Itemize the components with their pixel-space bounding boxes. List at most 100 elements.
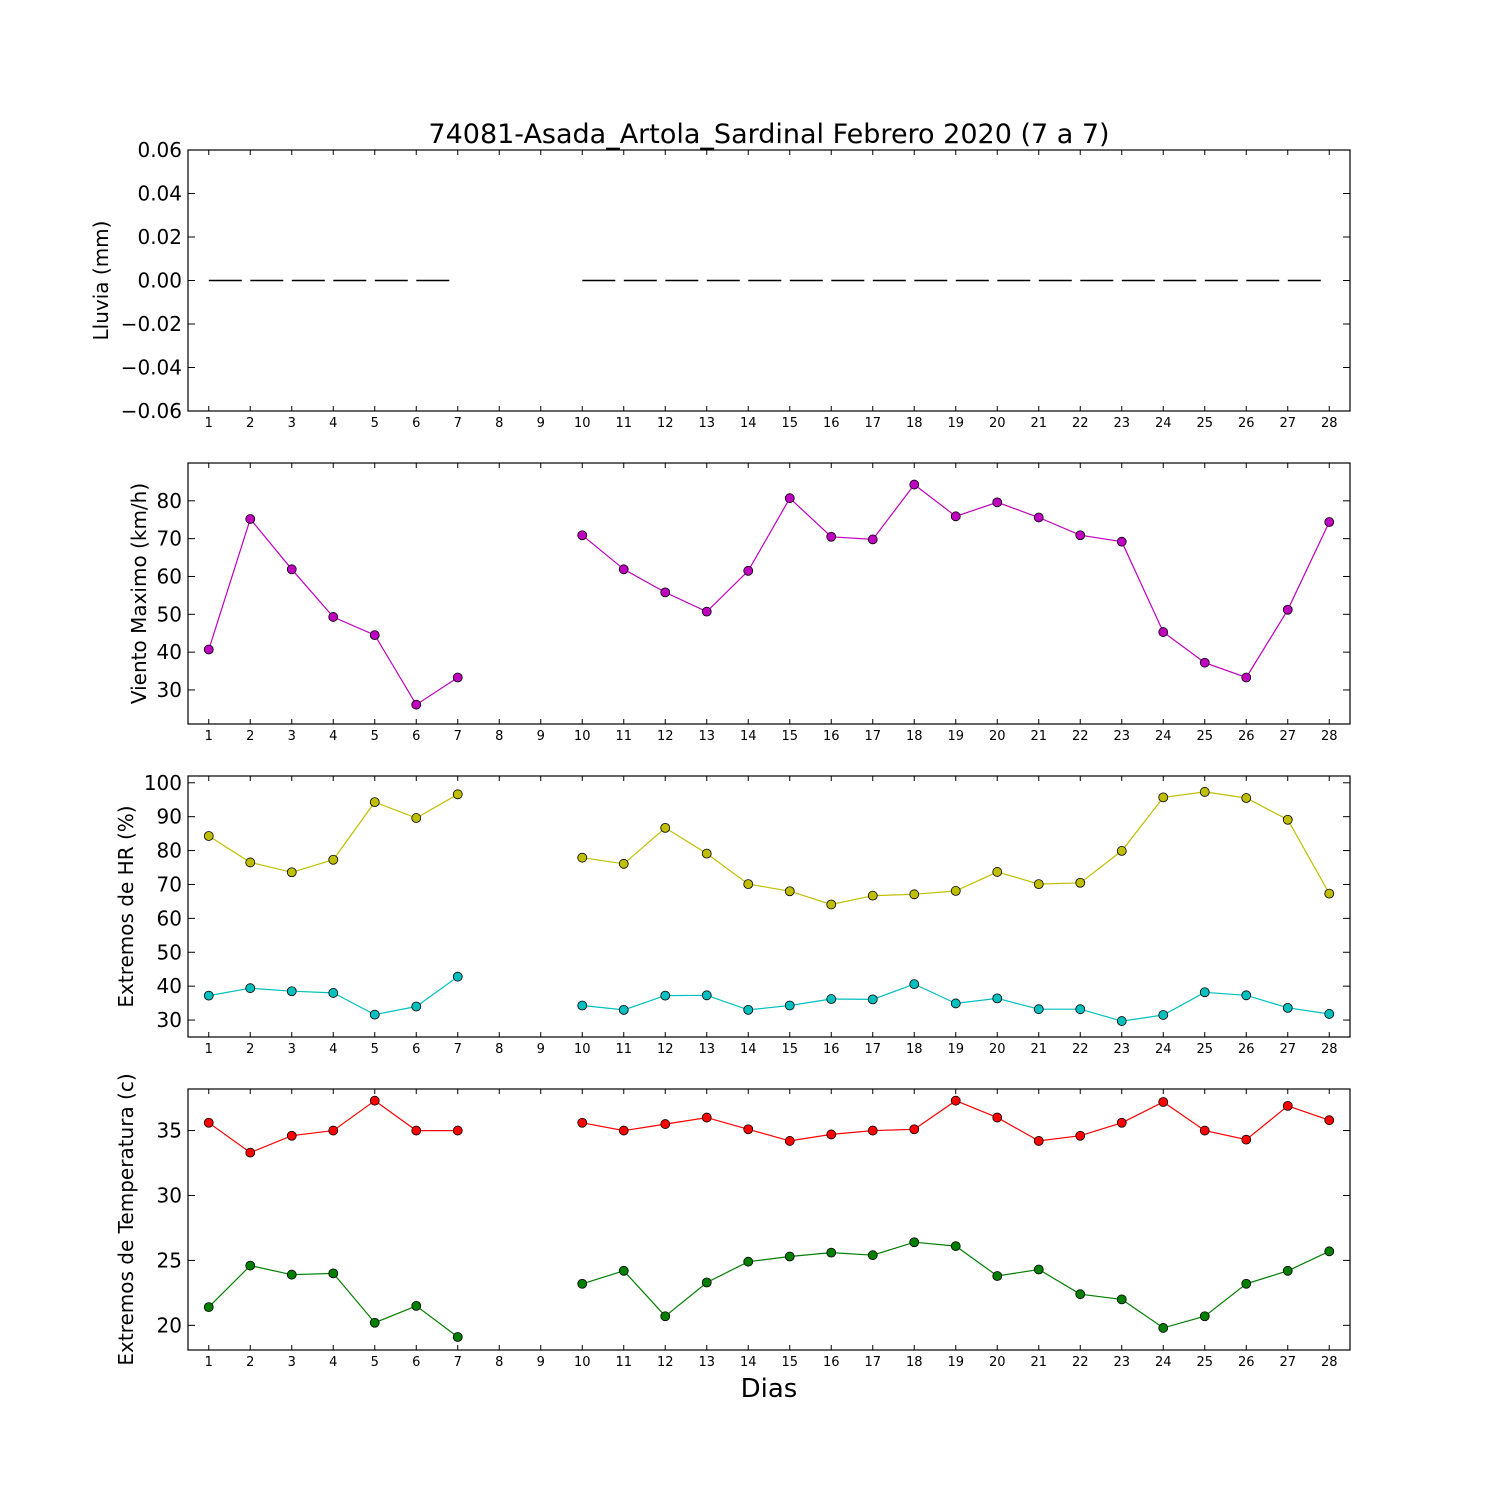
x-tick-label: 11 [615,1355,632,1370]
data-point [950,998,961,1009]
x-tick-label: 3 [288,416,296,431]
x-tick-label: 8 [495,416,503,431]
x-tick-label: 8 [495,1042,503,1057]
y-tick-label: 60 [157,564,182,588]
x-tick-label: 17 [864,416,881,431]
data-point [203,644,214,655]
data-point [826,1247,837,1258]
data-point [743,1004,754,1015]
series-line [582,1241,1330,1329]
data-point [1033,1264,1044,1275]
data-point [867,1250,878,1261]
x-tick-label: 26 [1238,416,1255,431]
data-point [1282,1265,1293,1276]
data-point [701,990,712,1001]
x-tick-label: 28 [1321,1355,1338,1370]
y-tick-label: 60 [157,906,182,930]
x-tick-label: 18 [906,416,923,431]
data-point [909,979,920,990]
x-tick-label: 13 [698,1355,715,1370]
x-tick-label: 18 [906,1042,923,1057]
y-tick-label: 50 [157,602,182,626]
x-tick-label: 15 [781,729,798,744]
y-tick-label: −0.02 [121,312,182,336]
data-point [203,1117,214,1128]
y-axis-label: Extremos de Temperatura (c) [114,1073,138,1365]
x-tick-label: 27 [1279,1355,1296,1370]
data-point [369,1009,380,1020]
data-point [1324,1009,1335,1019]
x-tick-label: 22 [1072,1042,1089,1057]
data-point [245,1147,256,1158]
data-point [286,1269,297,1280]
data-point [1241,1134,1252,1145]
data-point [1158,1097,1169,1107]
data-point [826,994,837,1004]
data-point [1241,793,1252,803]
data-point [701,1112,712,1123]
data-point [1075,530,1086,541]
x-tick-label: 9 [537,416,545,431]
data-point [826,531,837,542]
x-tick-label: 12 [657,416,674,431]
data-point [1282,604,1293,615]
data-point [203,831,214,841]
data-point [577,1000,588,1011]
x-tick-label: 9 [537,1355,545,1370]
data-point [1282,1100,1293,1111]
data-point [660,1119,671,1129]
x-tick-label: 23 [1113,1355,1130,1370]
x-tick-label: 24 [1155,416,1172,431]
x-tick-label: 8 [495,729,503,744]
x-tick-label: 25 [1196,416,1213,431]
data-point [867,1125,878,1136]
x-tick-label: 16 [823,1042,840,1057]
x-tick-label: 20 [989,1355,1006,1370]
data-point [1199,787,1210,797]
x-tick-label: 11 [615,1042,632,1057]
data-point [1075,1004,1086,1015]
data-point [577,1117,588,1128]
data-point [909,1237,920,1248]
x-tick-label: 3 [288,1355,296,1370]
x-tick-label: 24 [1155,729,1172,744]
data-point [1324,1246,1335,1257]
x-tick-label: 27 [1279,416,1296,431]
data-point [660,822,671,833]
data-point [909,889,920,900]
y-tick-label: 0.04 [137,182,182,206]
data-point [1241,990,1252,1001]
data-point [1324,1115,1335,1126]
x-tick-label: 2 [246,1355,254,1370]
x-tick-label: 1 [205,729,213,744]
x-tick-label: 23 [1113,729,1130,744]
y-tick-label: 50 [157,940,182,964]
data-point [660,587,671,598]
data-point [1199,657,1210,668]
x-tick-label: 15 [781,1355,798,1370]
data-point [286,564,297,575]
x-tick-label: 2 [246,1042,254,1057]
data-point [992,497,1003,508]
data-point [452,789,463,800]
data-point [618,858,629,869]
x-tick-label: 7 [454,729,462,744]
data-point [618,1004,629,1015]
data-point [660,990,671,1001]
y-tick-label: 0.00 [137,269,182,293]
x-tick-label: 20 [989,416,1006,431]
x-tick-label: 16 [823,416,840,431]
data-point [1241,672,1252,683]
x-tick-label: 27 [1279,729,1296,744]
data-point [992,1112,1003,1123]
data-point [618,1265,629,1276]
x-tick-label: 6 [412,729,420,744]
x-tick-label: 5 [371,1042,379,1057]
x-tick-label: 9 [537,729,545,744]
x-tick-label: 21 [1030,729,1047,744]
chart-panel-1: 1 2 3 4 5 6 7 8 9 10 11 12 13 14 15 16 17 18 19 20 21 22 23 24 2… [89,138,1351,431]
x-tick-label: 19 [947,1355,964,1370]
data-point [867,890,878,901]
x-tick-label: 5 [371,416,379,431]
